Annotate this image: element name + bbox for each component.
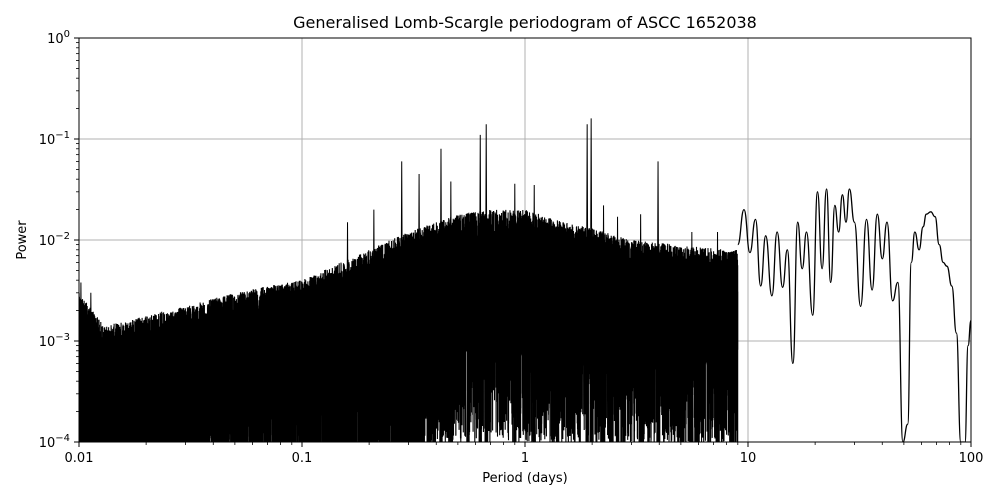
y-tick-label: 10−3 xyxy=(39,332,70,350)
y-axis-label: Power xyxy=(15,220,30,260)
y-tick-label: 10−4 xyxy=(39,433,70,451)
x-tick-label: 100 xyxy=(959,451,984,466)
x-axis-ticks: 0.01 0.1 1 10 100 xyxy=(65,442,984,466)
power-series xyxy=(79,118,971,442)
x-tick-label: 0.1 xyxy=(292,451,313,466)
x-tick-label: 10 xyxy=(740,451,757,466)
x-axis-label: Period (days) xyxy=(482,471,568,486)
x-tick-label: 0.01 xyxy=(65,451,94,466)
chart-title: Generalised Lomb-Scargle periodogram of … xyxy=(293,13,757,32)
y-tick-label: 10−2 xyxy=(39,231,70,249)
y-tick-label: 100 xyxy=(47,29,70,47)
y-axis-ticks: 10−4 10−3 10−2 10−1 100 xyxy=(39,29,79,451)
y-tick-label: 10−1 xyxy=(39,130,70,148)
x-tick-label: 1 xyxy=(521,451,529,466)
